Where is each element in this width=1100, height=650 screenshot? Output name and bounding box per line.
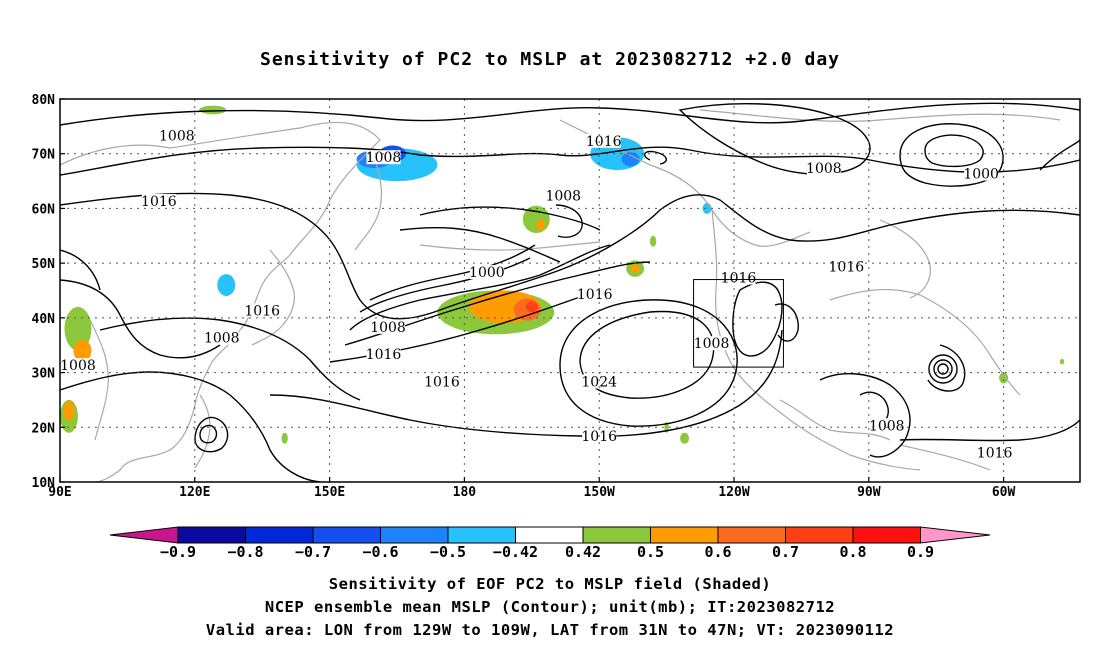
lat-label: 30N xyxy=(32,367,56,382)
colorbar-segment xyxy=(448,527,516,543)
lat-label: 40N xyxy=(32,312,56,327)
sensitivity-blob xyxy=(536,219,545,230)
lat-label: 70N xyxy=(32,148,56,163)
contour-label: 1008 xyxy=(869,418,905,434)
contour-label: 1000 xyxy=(963,167,999,183)
colorbar-segment xyxy=(313,527,381,543)
lon-label: 120W xyxy=(718,485,749,500)
sensitivity-blob xyxy=(1060,359,1064,364)
colorbar-segment xyxy=(718,527,786,543)
contour-label: 1016 xyxy=(586,134,622,150)
contour-label: 1016 xyxy=(366,347,402,363)
colorbar-tick-label: −0.7 xyxy=(295,543,331,561)
colorbar-tick-label: 0.42 xyxy=(565,543,601,561)
sensitivity-blob xyxy=(650,236,656,247)
figure-caption: Sensitivity of EOF PC2 to MSLP field (Sh… xyxy=(0,573,1100,642)
caption-line-contour: NCEP ensemble mean MSLP (Contour); unit(… xyxy=(0,596,1100,619)
contour-label: 1008 xyxy=(204,331,240,347)
sensitivity-blob xyxy=(282,433,288,444)
lon-label: 60W xyxy=(992,485,1016,500)
caption-line-valid-area: Valid area: LON from 129W to 109W, LAT f… xyxy=(0,619,1100,642)
contour-label: 1016 xyxy=(244,303,280,319)
colorbar-tick-label: −0.9 xyxy=(160,543,196,561)
lon-label: 120E xyxy=(179,485,210,500)
lat-label: 60N xyxy=(32,202,56,217)
contour-label: 1008 xyxy=(370,320,406,336)
lon-label: 90W xyxy=(857,485,881,500)
contour-label: 1008 xyxy=(366,150,402,166)
colorbar-segment xyxy=(786,527,854,543)
colorbar-tick-label: 0.8 xyxy=(839,543,866,561)
colorbar: −0.9 −0.8 −0.7 −0.6 −0.5 −0.42 0.42 0.5 0.6 0.7 0.… xyxy=(110,527,990,561)
lon-label: 150W xyxy=(584,485,615,500)
lat-label: 10N xyxy=(32,476,56,491)
colorbar-segment xyxy=(246,527,314,543)
sensitivity-blob xyxy=(631,264,640,273)
contour-label: 1016 xyxy=(829,260,865,276)
colorbar-segment xyxy=(516,527,584,543)
caption-line-shading: Sensitivity of EOF PC2 to MSLP field (Sh… xyxy=(0,573,1100,596)
contour-label: 1016 xyxy=(424,375,460,391)
colorbar-tick-label: −0.8 xyxy=(227,543,263,561)
colorbar-tick-label: 0.6 xyxy=(704,543,731,561)
sensitivity-blob xyxy=(526,301,538,312)
contour-label: 1016 xyxy=(577,287,613,303)
contour-label: 1008 xyxy=(694,336,730,352)
colorbar-tick-label: 0.5 xyxy=(637,543,664,561)
contour-label: 1008 xyxy=(545,188,581,204)
colorbar-low-extension xyxy=(110,527,178,543)
lat-label: 80N xyxy=(32,93,56,108)
map-figure: 1008100810161016 10081008 1000101610001016… xyxy=(0,0,1100,650)
sensitivity-blob xyxy=(703,203,712,214)
colorbar-segment xyxy=(381,527,449,543)
colorbar-tick-label: 0.7 xyxy=(772,543,799,561)
colorbar-tick-label: −0.6 xyxy=(362,543,398,561)
colorbar-segment xyxy=(853,527,921,543)
colorbar-segment xyxy=(651,527,719,543)
colorbar-tick-label: 0.9 xyxy=(907,543,934,561)
sensitivity-blob xyxy=(64,401,75,421)
lon-label: 180 xyxy=(453,485,477,500)
contour-label: 1008 xyxy=(806,161,842,177)
contour-label: 1024 xyxy=(581,375,617,391)
lon-label: 150E xyxy=(314,485,345,500)
sensitivity-blob xyxy=(680,433,689,444)
contour-label: 1016 xyxy=(141,194,177,210)
colorbar-tick-label: −0.42 xyxy=(493,543,538,561)
colorbar-high-extension xyxy=(921,527,991,543)
lat-label: 50N xyxy=(32,257,56,272)
colorbar-segment xyxy=(178,527,246,543)
contour-label: 1008 xyxy=(60,358,96,374)
colorbar-segment xyxy=(583,527,651,543)
sensitivity-blob xyxy=(217,274,235,296)
contour-label: 1016 xyxy=(977,446,1013,462)
lat-label: 20N xyxy=(32,421,56,436)
sensitivity-blob xyxy=(622,152,640,166)
contour-label: 1008 xyxy=(159,128,195,144)
contour-label: 1000 xyxy=(469,265,505,281)
contour-label: 1016 xyxy=(721,271,757,287)
colorbar-tick-label: −0.5 xyxy=(430,543,466,561)
